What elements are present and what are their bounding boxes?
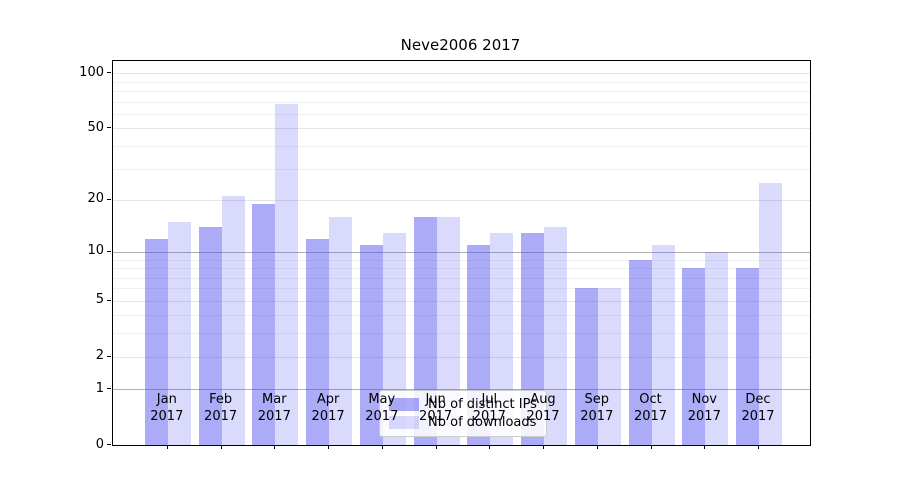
gridline-100: [113, 73, 810, 75]
legend-swatch-distinct-ips: [389, 397, 419, 411]
x-tick-label-apr: Apr 2017: [311, 392, 345, 424]
y-tick-100: [107, 72, 111, 74]
gridline-9: [113, 259, 810, 261]
x-tick-oct: [650, 445, 652, 449]
gridline-20: [113, 199, 810, 201]
bar-ips-may: [359, 244, 383, 445]
bar-downloads-dec: [759, 182, 782, 445]
y-tick-label-1: 1: [95, 380, 104, 396]
x-tick-jan: [166, 445, 168, 449]
bar-ips-jun: [413, 216, 437, 445]
gridline-4: [113, 315, 810, 317]
legend-item-distinct-ips: Nb of distinct IPs: [380, 397, 546, 412]
gridline-2: [113, 356, 810, 358]
x-tick-mar: [274, 445, 276, 449]
gridline-80: [113, 91, 810, 93]
y-tick-20: [107, 198, 111, 200]
gridline-60: [113, 114, 810, 115]
x-tick-aug: [543, 445, 544, 449]
legend-item-downloads: Nb of downloads: [380, 415, 546, 430]
y-tick-label-100: 100: [79, 64, 104, 80]
bar-ips-mar: [252, 203, 276, 445]
gridline-40: [113, 146, 810, 147]
bar-ips-feb: [198, 227, 222, 445]
gridline-1: [113, 389, 810, 391]
y-tick-label-50: 50: [87, 119, 104, 135]
gridline-5: [113, 300, 810, 302]
legend-label-downloads: Nb of downloads: [428, 415, 537, 431]
x-tick-label-may: May 2017: [365, 392, 399, 424]
x-tick-may: [381, 445, 383, 449]
gridline-50: [113, 128, 810, 130]
gridline-7: [113, 277, 810, 279]
bar-downloads-aug: [544, 227, 568, 445]
y-tick-10: [107, 250, 111, 252]
x-tick-label-aug: Aug 2017: [526, 392, 560, 424]
y-tick-label-5: 5: [95, 292, 104, 308]
y-tick-label-2: 2: [95, 348, 104, 363]
x-tick-feb: [220, 445, 222, 449]
gridline-6: [113, 288, 810, 290]
gridline-90: [113, 81, 810, 83]
x-tick-label-dec: Dec 2017: [741, 392, 775, 424]
x-tick-label-sep: Sep 2017: [580, 392, 614, 424]
y-tick-2: [107, 355, 111, 357]
bar-ips-jan: [144, 238, 168, 445]
x-tick-dec: [758, 445, 759, 449]
bar-ips-oct: [628, 259, 652, 445]
x-tick-label-jan: Jan 2017: [150, 392, 184, 424]
y-tick-5: [107, 299, 111, 301]
x-tick-apr: [328, 445, 330, 449]
bar-downloads-sep: [597, 288, 621, 445]
x-tick-label-feb: Feb 2017: [204, 392, 238, 424]
bar-downloads-feb: [221, 196, 245, 445]
bar-downloads-apr: [329, 216, 353, 445]
legend-label-distinct-ips: Nb of distinct IPs: [428, 396, 537, 412]
x-tick-label-oct: Oct 2017: [633, 392, 668, 424]
bar-downloads-nov: [705, 251, 729, 445]
x-tick-sep: [596, 445, 598, 449]
y-tick-1: [107, 388, 111, 390]
x-tick-label-jun: Jun 2017: [419, 392, 453, 424]
x-tick-nov: [704, 445, 706, 449]
x-tick-label-jul: Jul 2017: [472, 392, 506, 424]
bar-ips-dec: [736, 268, 759, 445]
bar-downloads-oct: [651, 244, 675, 445]
gridline-30: [113, 168, 810, 170]
plot-area: Nb of distinct IPs Nb of downloads: [112, 60, 811, 446]
y-tick-label-10: 10: [87, 243, 104, 259]
bar-ips-nov: [682, 268, 706, 445]
y-tick-label-20: 20: [87, 191, 104, 207]
bar-ips-sep: [574, 288, 598, 445]
bar-downloads-jun: [436, 216, 460, 445]
legend-swatch-downloads: [389, 416, 419, 430]
gridline-70: [113, 101, 810, 103]
x-tick-label-nov: Nov 2017: [687, 392, 721, 424]
legend: Nb of distinct IPs Nb of downloads: [379, 390, 547, 437]
x-tick-jun: [435, 445, 437, 449]
chart-title: Neve2006 2017: [400, 36, 521, 54]
bar-downloads-mar: [275, 104, 299, 445]
bar-ips-apr: [306, 238, 330, 445]
gridline-10: [113, 251, 810, 253]
y-tick-50: [107, 127, 111, 129]
bar-downloads-jan: [167, 221, 191, 445]
x-tick-jul: [489, 445, 491, 449]
x-tick-label-mar: Mar 2017: [257, 392, 291, 424]
gridline-3: [113, 333, 810, 335]
y-tick-0: [107, 444, 111, 445]
gridline-8: [113, 268, 810, 270]
y-tick-label-0: 0: [95, 436, 104, 452]
